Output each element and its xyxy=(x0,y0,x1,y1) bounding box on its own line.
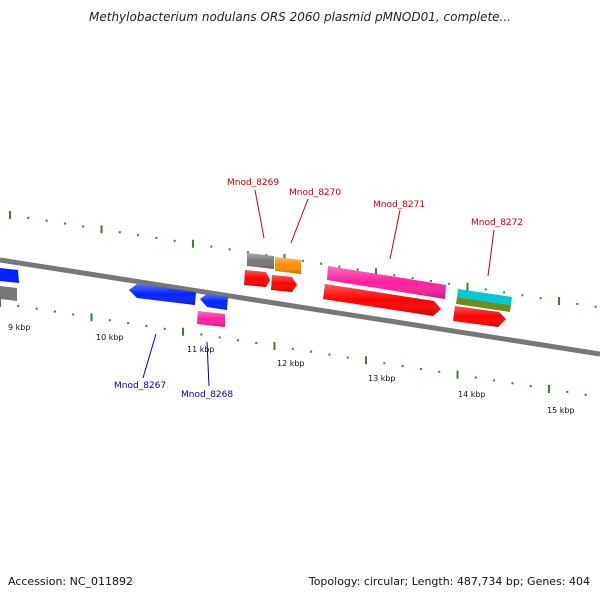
tick-label-13kbp: 13 kbp xyxy=(368,374,396,383)
lower-tick-mark xyxy=(200,333,203,336)
tick-label-11kbp: 11 kbp xyxy=(187,345,215,354)
lower-tick-mark xyxy=(401,365,404,368)
lower-tick-mark xyxy=(163,327,166,330)
upper-tick-mark xyxy=(594,305,597,308)
tick-label-14kbp: 14 kbp xyxy=(458,390,486,399)
upper-tick-mark xyxy=(9,211,11,219)
lower-tick-mark xyxy=(566,390,569,393)
upper-tick-mark xyxy=(411,277,414,280)
map-title: Methylobacterium nodulans ORS 2060 plasm… xyxy=(89,10,511,24)
upper-tick-mark xyxy=(301,259,304,262)
tick-label-15kbp: 15 kbp xyxy=(547,406,575,415)
lower-tick-mark xyxy=(255,342,258,345)
lower-tick-mark xyxy=(72,313,75,316)
mnod-8269-label[interactable]: Mnod_8269 xyxy=(227,178,279,188)
tick-label-12kbp: 12 kbp xyxy=(277,359,305,368)
upper-tick-mark xyxy=(173,239,176,242)
mnod-8270-leader xyxy=(290,198,309,244)
lower-tick-mark xyxy=(548,385,550,393)
upper-tick-mark xyxy=(246,251,249,254)
upper-tick-mark xyxy=(27,216,30,219)
upper-tick-mark xyxy=(521,294,524,297)
upper-tick-ruler xyxy=(9,211,597,308)
upper-tick-mark xyxy=(45,219,48,222)
upper-tick-mark xyxy=(155,236,158,239)
left-blue-feature[interactable] xyxy=(0,268,19,283)
upper-tick-mark xyxy=(375,268,377,277)
upper-tick-mark xyxy=(338,265,341,268)
lower-tick-mark xyxy=(236,339,239,342)
upper-tick-mark xyxy=(466,282,469,291)
mnod-8272-label[interactable]: Mnod_8272 xyxy=(471,218,523,228)
mnod-8268-leader xyxy=(206,341,210,387)
lower-tick-mark xyxy=(493,379,496,382)
lower-tick-mark xyxy=(383,362,386,365)
lower-tick-mark xyxy=(511,382,514,385)
upper-tick-mark xyxy=(63,222,66,225)
mnod-8272-leader xyxy=(487,229,495,277)
lower-tick-mark xyxy=(182,327,184,336)
left-gray-feature[interactable] xyxy=(0,286,17,301)
lower-tick-mark xyxy=(0,299,1,307)
upper-tick-mark xyxy=(228,248,231,251)
lower-tick-mark xyxy=(438,370,441,373)
lower-tick-mark xyxy=(310,350,313,353)
genome-backbone xyxy=(0,257,600,357)
upper-tick-mark xyxy=(192,239,194,248)
lower-tick-mark xyxy=(365,356,367,365)
upper-tick-mark xyxy=(393,274,396,277)
lower-tick-mark xyxy=(291,347,294,350)
upper-tick-mark xyxy=(484,288,487,291)
mnod-8271-label[interactable]: Mnod_8271 xyxy=(373,200,425,210)
upper-tick-mark xyxy=(320,262,323,265)
lower-tick-mark xyxy=(17,304,20,307)
mnod-8272-gene[interactable] xyxy=(457,289,512,305)
genome-summary-text: Topology: circular; Length: 487,734 bp; … xyxy=(308,575,590,588)
lower-tick-ruler xyxy=(0,299,587,396)
upper-tick-mark xyxy=(429,279,432,282)
lower-tick-mark xyxy=(108,319,111,322)
accession-text: Accession: NC_011892 xyxy=(8,575,134,588)
lower-tick-mark xyxy=(53,310,56,313)
lower-tick-mark xyxy=(456,370,459,379)
upper-tick-mark xyxy=(356,268,359,271)
mnod-8270-label[interactable]: Mnod_8270 xyxy=(289,188,341,198)
lower-tick-mark xyxy=(273,342,276,350)
left-edge-features xyxy=(0,268,19,301)
lower-tick-mark xyxy=(35,307,38,310)
tick-label-10kbp: 10 kbp xyxy=(96,333,124,342)
upper-tick-mark xyxy=(539,297,542,300)
tick-label-9kbp: 9 kbp xyxy=(8,323,30,332)
lower-tick-mark xyxy=(584,393,587,396)
upper-tick-mark xyxy=(118,231,121,234)
upper-tick-mark xyxy=(283,254,286,262)
mnod-8269-leader xyxy=(254,189,265,239)
upper-tick-mark xyxy=(576,302,579,305)
upper-tick-mark xyxy=(210,245,213,248)
upper-tick-mark xyxy=(82,225,85,228)
lower-tick-mark xyxy=(346,356,349,359)
lower-tick-mark xyxy=(529,385,532,388)
upper-tick-mark xyxy=(265,254,268,257)
tick-labels: 9 kbp 10 kbp 11 kbp 12 kbp 13 kbp 14 kbp… xyxy=(8,323,575,415)
lower-tick-mark xyxy=(419,367,422,370)
mnod-8267-leader xyxy=(142,333,157,379)
lower-tick-mark xyxy=(218,336,221,339)
upper-tick-mark xyxy=(100,225,103,234)
mnod-8271-leader xyxy=(389,209,401,260)
upper-tick-mark xyxy=(448,282,451,285)
upper-tick-mark xyxy=(558,297,560,305)
mnod-8268-label[interactable]: Mnod_8268 xyxy=(181,390,233,400)
lower-tick-mark xyxy=(474,376,477,379)
upper-tick-mark xyxy=(503,291,506,294)
lower-tick-mark xyxy=(145,324,148,327)
upper-tick-mark xyxy=(137,234,140,237)
lower-tick-mark xyxy=(90,313,93,322)
lower-tick-mark xyxy=(127,322,130,325)
mnod-8272-olive-feature[interactable] xyxy=(456,297,511,312)
lower-tick-mark xyxy=(328,353,331,356)
mnod-8267-label[interactable]: Mnod_8267 xyxy=(114,381,166,391)
